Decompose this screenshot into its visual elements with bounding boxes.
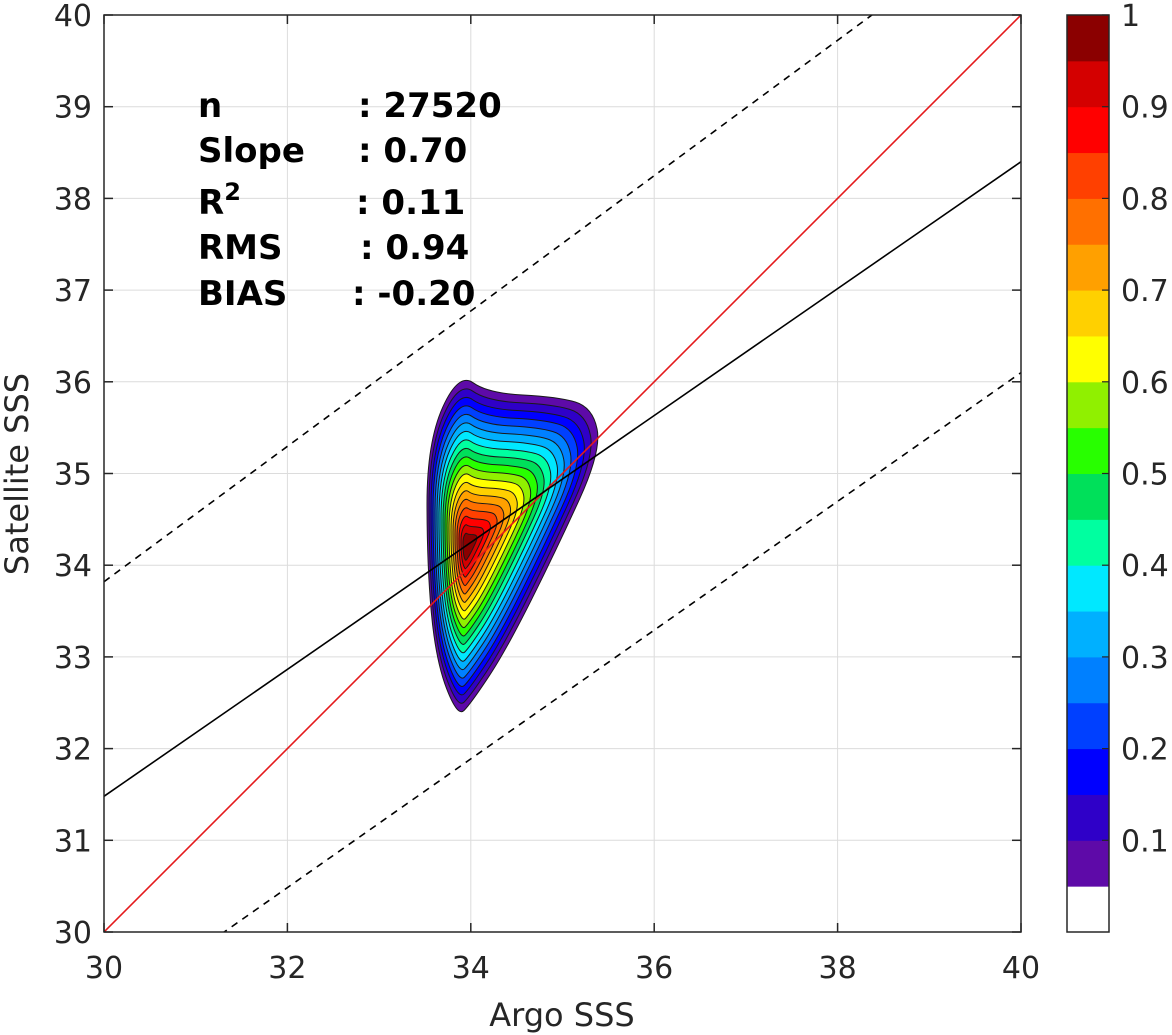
y-tick-label-8: 38 [54, 182, 92, 217]
y-tick-label-3: 33 [54, 641, 92, 676]
stat-value-2: : 0.11 [356, 183, 465, 223]
y-tick-label-10: 40 [54, 0, 92, 34]
stat-value-3: : 0.94 [360, 228, 469, 268]
colorbar-segment-1 [1067, 840, 1109, 887]
colorbar-tick-label-7: 0.8 [1121, 182, 1169, 217]
colorbar-segment-13 [1067, 290, 1109, 337]
colorbar-tick-label-3: 0.4 [1121, 549, 1169, 584]
x-tick-label-0: 30 [85, 951, 123, 986]
colorbar-segment-16 [1067, 152, 1109, 199]
colorbar-tick-label-0: 0.1 [1121, 824, 1169, 859]
y-tick-label-6: 36 [54, 366, 92, 401]
stat-value-1: : 0.70 [358, 131, 467, 171]
colorbar-segment-8 [1067, 519, 1109, 566]
colorbar-segment-0 [1067, 886, 1109, 933]
y-tick-label-2: 32 [54, 733, 92, 768]
y-tick-label-9: 39 [54, 91, 92, 126]
colorbar-segment-5 [1067, 656, 1109, 704]
colorbar-segment-3 [1067, 748, 1109, 795]
x-tick-label-4: 38 [819, 951, 857, 986]
stat-value-4: : -0.20 [352, 274, 475, 314]
colorbar-segment-15 [1067, 198, 1109, 245]
stat-label-4: BIAS [198, 274, 287, 314]
x-tick-label-2: 34 [452, 951, 490, 986]
lower-bound-line [222, 371, 1021, 932]
colorbar-segment-4 [1067, 702, 1109, 750]
colorbar-tick-label-5: 0.6 [1121, 366, 1169, 401]
colorbar-segment-17 [1067, 106, 1109, 154]
x-tick-label-5: 40 [1002, 951, 1040, 986]
colorbar-tick-label-1: 0.2 [1121, 733, 1169, 768]
x-axis-label: Argo SSS [489, 996, 634, 1034]
density-contours [426, 379, 599, 713]
y-axis-label: Satellite SSS [0, 373, 36, 575]
colorbar-tick-label-4: 0.5 [1121, 458, 1169, 493]
colorbar-segment-7 [1067, 565, 1109, 612]
colorbar-tick-label-9: 1 [1121, 0, 1140, 34]
colorbar-segment-9 [1067, 473, 1109, 520]
colorbar-segment-11 [1067, 381, 1109, 429]
y-tick-label-5: 35 [54, 458, 92, 493]
colorbar-segment-2 [1067, 794, 1109, 841]
colorbar-tick-label-2: 0.3 [1121, 641, 1169, 676]
stat-label-3: RMS [198, 228, 283, 268]
upper-bound-line [104, 15, 874, 583]
stat-value-0: : 27520 [358, 86, 502, 126]
y-tick-label-7: 37 [54, 274, 92, 309]
colorbar-segment-19 [1067, 15, 1109, 62]
one-to-one-line [104, 15, 1021, 932]
x-tick-label-1: 32 [268, 951, 306, 986]
stat-label-0: n [198, 86, 222, 126]
stat-label-1: Slope [198, 131, 305, 171]
colorbar-segment-14 [1067, 244, 1109, 291]
grid-lines [103, 14, 1022, 933]
colorbar-segment-6 [1067, 611, 1109, 658]
axis-ticks: 30 32 34 36 38 40 30 31 32 33 34 35 36 37 38 39 40 [54, 0, 1040, 986]
y-tick-label-4: 34 [54, 549, 92, 584]
colorbar-tick-label-6: 0.7 [1121, 274, 1169, 309]
y-tick-label-1: 31 [54, 824, 92, 859]
regression-line [104, 161, 1021, 797]
colorbar-segment-10 [1067, 427, 1109, 474]
y-tick-label-0: 30 [54, 916, 92, 951]
x-tick-label-3: 36 [635, 951, 673, 986]
colorbar-tick-label-8: 0.9 [1121, 91, 1169, 126]
colorbar: 0.1 0.2 0.3 0.4 0.5 0.6 0.7 0.8 0.9 1 [1066, 0, 1169, 933]
colorbar-segment-12 [1067, 335, 1109, 383]
colorbar-segment-18 [1067, 60, 1109, 108]
reference-lines [104, 15, 1021, 932]
